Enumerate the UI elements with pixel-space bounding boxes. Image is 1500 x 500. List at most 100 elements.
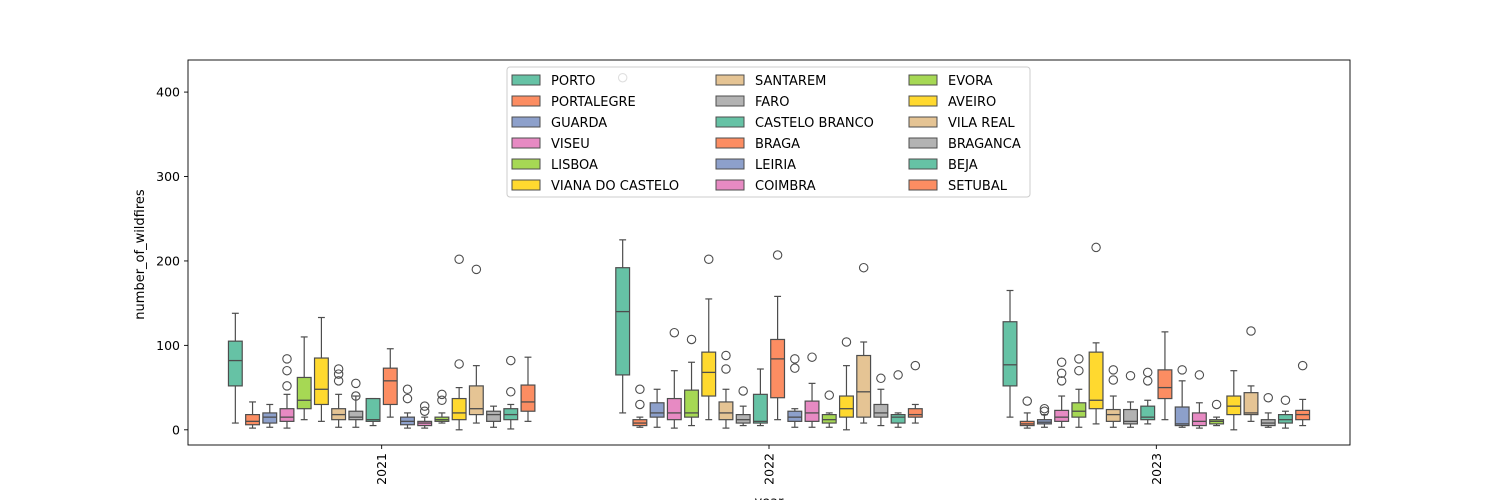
- legend-item-beja: BEJA: [908, 158, 978, 173]
- legend-item-coimbra: COIMBRA: [715, 179, 816, 194]
- box-body: [227, 340, 243, 387]
- outlier-point: [790, 363, 800, 373]
- box-2023-leiria: [1174, 380, 1190, 428]
- box-body: [701, 351, 717, 397]
- box-2023-lisboa: [1071, 388, 1087, 428]
- box-2022-leiria: [787, 408, 803, 428]
- legend-swatch: [511, 74, 541, 86]
- outlier-point: [1091, 242, 1101, 253]
- box-body: [468, 385, 484, 416]
- legend-label: SANTAREM: [755, 74, 826, 89]
- legend-item-setubal: SETUBAL: [908, 179, 1008, 194]
- legend-frame: [506, 66, 1031, 198]
- legend: PORTO PORTALEGRE GUARDA VISEU LISBOA VIANA DO…: [506, 66, 1031, 198]
- box-body: [1002, 321, 1018, 387]
- boxes-layer: [227, 239, 1311, 431]
- outlier-point: [790, 354, 800, 364]
- outlier-point: [351, 378, 361, 389]
- legend-label: PORTO: [551, 74, 595, 89]
- legend-label: BEJA: [948, 158, 978, 173]
- box-2022-lisboa: [684, 361, 700, 427]
- outlier-point: [738, 386, 748, 396]
- box-2021-evora: [434, 412, 450, 424]
- box-2021-setubal: [520, 356, 536, 422]
- box-body: [382, 367, 398, 406]
- outlier-point: [351, 391, 361, 401]
- box-body: [1140, 405, 1156, 421]
- outlier-point: [686, 334, 697, 345]
- box-body: [348, 410, 364, 421]
- legend-item-guarda: GUARDA: [511, 116, 607, 131]
- outlier-point: [824, 390, 835, 400]
- box-body: [1105, 408, 1121, 422]
- legend-swatch: [908, 74, 938, 86]
- box-body: [735, 414, 751, 424]
- box-2023-aveiro: [1226, 370, 1242, 431]
- legend-swatch: [511, 95, 541, 107]
- outliers-layer: [282, 72, 1308, 416]
- legend-item-santarem: SANTAREM: [715, 74, 826, 89]
- box-2023-braganca: [1260, 412, 1276, 428]
- box-body: [873, 403, 889, 418]
- outlier-point: [454, 359, 464, 369]
- y-axis: 0 100 200 300 400: [156, 85, 188, 437]
- box-body: [313, 357, 329, 406]
- box-2022-santarem: [718, 388, 734, 429]
- legend-label: BRAGANCA: [948, 137, 1021, 152]
- outlier-point: [1297, 360, 1308, 371]
- box-2022-viseu: [666, 370, 682, 429]
- legend-label: FARO: [755, 95, 789, 110]
- y-tick-label: 300: [156, 169, 180, 184]
- box-2021-vila-real: [468, 365, 484, 424]
- box-body: [718, 401, 734, 421]
- outlier-point: [1142, 367, 1153, 378]
- y-axis-label: number_of_wildfires: [133, 189, 148, 320]
- box-body: [770, 338, 786, 399]
- outlier-point: [1022, 396, 1032, 406]
- box-2022-castelo-branco: [752, 368, 768, 427]
- legend-swatch: [715, 179, 745, 191]
- box-2023-castelo-branco: [1140, 399, 1156, 425]
- box-2021-braga: [382, 348, 398, 418]
- box-2021-portalegre: [245, 401, 261, 429]
- box-body: [1054, 409, 1070, 422]
- box-body: [615, 267, 631, 376]
- box-body: [838, 395, 854, 418]
- x-tick-label: 2021: [374, 453, 389, 485]
- box-body: [365, 397, 381, 422]
- box-body: [787, 410, 803, 422]
- legend-swatch: [908, 179, 938, 191]
- outlier-point: [893, 370, 903, 380]
- legend-label: VISEU: [551, 137, 590, 152]
- outlier-point: [1263, 392, 1273, 403]
- outlier-point: [333, 364, 344, 374]
- box-2023-braga: [1157, 331, 1173, 421]
- legend-label: AVEIRO: [948, 95, 996, 110]
- box-2021-viana-do-castelo: [313, 316, 329, 422]
- y-tick-label: 100: [156, 338, 180, 353]
- outlier-point: [471, 264, 482, 275]
- legend-item-aveiro: AVEIRO: [908, 95, 996, 110]
- legend-swatch: [908, 116, 938, 128]
- x-tick-label: 2023: [1149, 453, 1164, 485]
- outlier-point: [721, 364, 731, 374]
- outlier-point: [703, 254, 714, 265]
- box-2023-viseu: [1054, 395, 1070, 428]
- box-body: [684, 389, 700, 418]
- box-body: [890, 414, 906, 424]
- legend-item-viseu: VISEU: [511, 137, 590, 152]
- box-2021-aveiro: [451, 386, 467, 431]
- box-2022-setubal: [907, 403, 923, 424]
- box-2023-evora: [1209, 416, 1225, 427]
- box-body: [1174, 406, 1190, 427]
- legend-swatch: [715, 95, 745, 107]
- box-body: [1226, 395, 1242, 416]
- outlier-point: [1211, 399, 1222, 410]
- box-2023-porto: [1002, 289, 1018, 418]
- box-2022-evora: [821, 412, 837, 428]
- legend-swatch: [908, 158, 938, 170]
- legend-label: VILA REAL: [948, 116, 1015, 131]
- legend-swatch: [908, 95, 938, 107]
- legend-label: EVORA: [948, 74, 993, 89]
